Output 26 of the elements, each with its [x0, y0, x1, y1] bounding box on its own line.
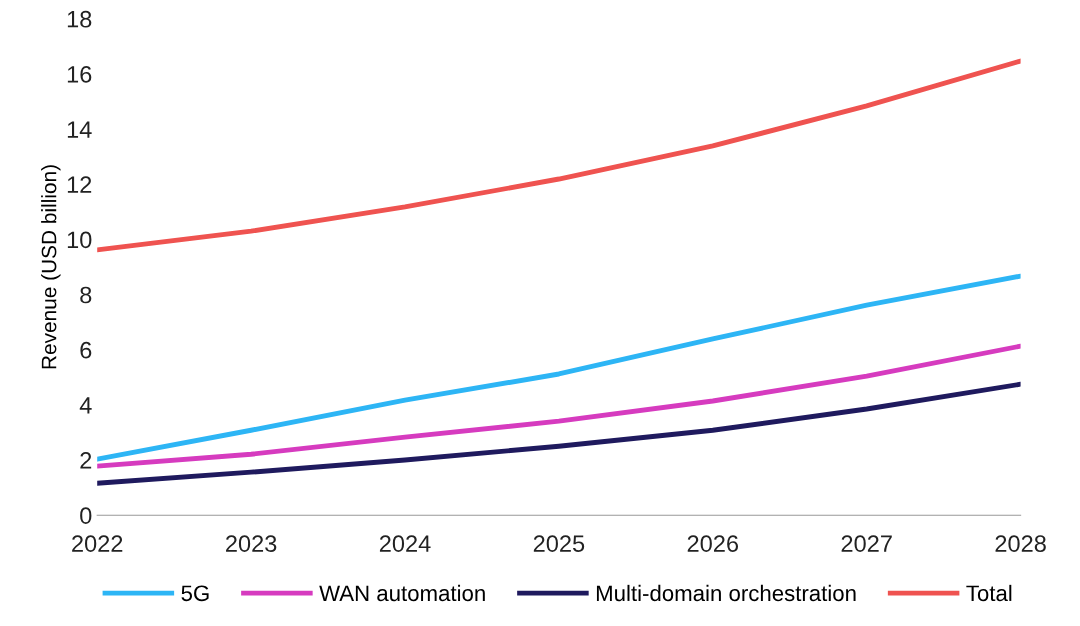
- x-tick-label: 2025: [533, 535, 585, 552]
- line-series: [97, 58, 1021, 253]
- y-tick-label: 4: [79, 397, 92, 414]
- y-tick-label: 14: [67, 121, 92, 138]
- y-tick-label: 10: [67, 231, 92, 249]
- legend-label: WAN automation: [319, 584, 485, 602]
- x-tick-label: 2022: [72, 535, 123, 552]
- y-tick-label: 18: [67, 10, 92, 28]
- line-series: [97, 381, 1021, 486]
- x-tick-label: 2027: [841, 535, 892, 552]
- y-tick-label: 2: [80, 452, 92, 469]
- y-tick-label: 12: [67, 176, 92, 193]
- line-series: [97, 273, 1021, 462]
- x-tick-label: 2024: [379, 535, 431, 552]
- y-tick-label: 8: [80, 286, 92, 304]
- legend-label: Total: [966, 584, 1012, 602]
- y-tick-label: 6: [80, 341, 92, 359]
- y-axis-title: Revenue (USD billion): [41, 165, 61, 369]
- x-tick-label: 2023: [226, 535, 277, 552]
- legend-label: 5G: [181, 585, 209, 602]
- legend-label: Multi-domain orchestration: [596, 584, 856, 602]
- x-tick-label: 2026: [687, 535, 739, 552]
- y-tick-label: 16: [67, 66, 92, 83]
- y-tick-label: 0: [80, 507, 92, 524]
- x-tick-label: 2028: [995, 535, 1046, 552]
- line-series: [97, 343, 1021, 469]
